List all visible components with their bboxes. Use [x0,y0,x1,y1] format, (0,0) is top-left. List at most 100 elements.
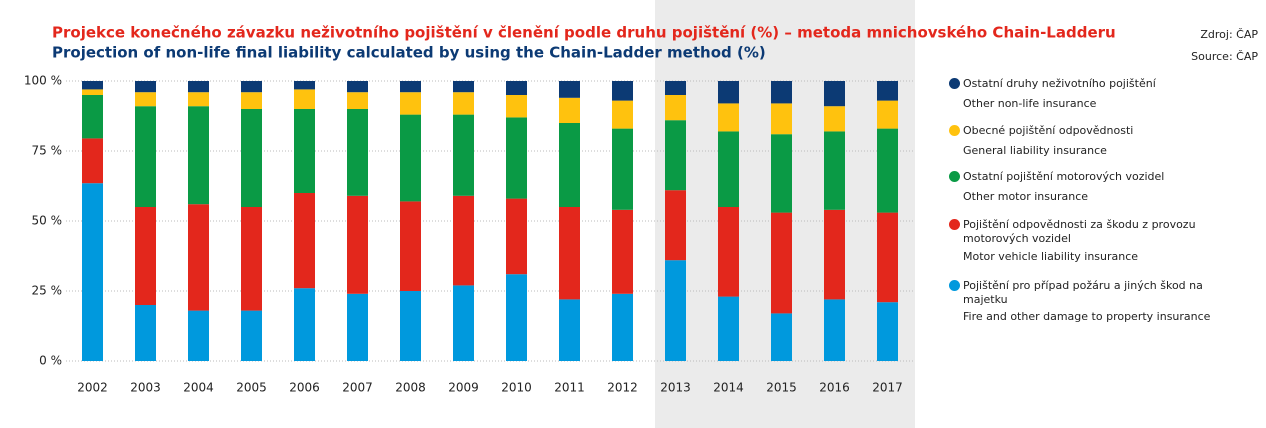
legend-marker [949,219,960,230]
bar-segment [347,109,368,196]
chart-subtitle: Projection of non-life final liability c… [52,44,766,62]
bar-segment [188,81,209,93]
bar-segment [188,204,209,311]
bar-segment [82,138,103,184]
bar-segment [718,103,739,132]
bar-segment [612,81,633,101]
y-tick-label: 100 % [24,74,62,88]
bar-segment [506,274,527,361]
bar-segment [877,212,898,303]
bar-segment [665,81,686,95]
bar-segment [559,97,580,123]
bar-segment [718,207,739,297]
bar-segment [188,106,209,205]
bar-segment [665,95,686,121]
x-tick-label: 2005 [236,381,267,395]
x-tick-label: 2006 [289,381,320,395]
bar-segment [453,81,474,93]
y-tick-label: 50 % [32,214,63,228]
bar-segment [665,120,686,191]
x-tick-label: 2010 [501,381,532,395]
bar-segment [612,209,633,294]
bar-segment [400,114,421,202]
bar-segment [82,81,103,90]
legend-marker [949,171,960,182]
bar-segment [824,209,845,300]
bar-segment [771,81,792,104]
bar-segment [877,302,898,361]
x-tick-label: 2007 [342,381,373,395]
bar-segment [506,95,527,118]
legend-label: Pojištění pro případ požáru a jiných ško… [949,279,1213,307]
bar-segment [506,198,527,275]
bar-segment [82,89,103,95]
bar-segment [400,201,421,291]
bar-segment [241,207,262,311]
bar-segment [241,92,262,109]
bar-segment [559,81,580,98]
legend-label: Ostatní pojištění motorových vozidel [949,170,1213,184]
bar-segment [453,285,474,361]
source: Source: ČAP [1191,50,1258,63]
bar-segment [771,103,792,135]
y-tick-label: 75 % [32,144,63,158]
bar-segment [188,310,209,361]
bar-segment [82,95,103,139]
legend-label-en: Other motor insurance [963,190,1089,203]
x-tick-label: 2002 [77,381,108,395]
bar-segment [294,109,315,193]
bar-segment [82,183,103,361]
bar-segment [241,310,262,361]
x-tick-label: 2014 [713,381,744,395]
bar-segment [294,81,315,90]
legend-marker [949,280,960,291]
x-tick-label: 2015 [766,381,797,395]
y-tick-label: 25 % [32,284,63,298]
bar-segment [612,100,633,129]
bar-segment [771,212,792,314]
bar-segment [665,260,686,361]
legend-label: Ostatní druhy neživotního pojištění [949,77,1213,91]
bar-segment [771,313,792,361]
bar-segment [824,299,845,361]
x-tick-label: 2003 [130,381,161,395]
bar-segment [877,128,898,213]
bar-segment [294,89,315,109]
x-tick-label: 2013 [660,381,691,395]
x-tick-label: 2016 [819,381,850,395]
bar-segment [453,114,474,196]
bar-segment [559,207,580,300]
bar-segment [347,195,368,294]
bar-segment [294,193,315,289]
bar-segment [665,190,686,261]
bar-segment [612,128,633,210]
bar-segment [506,117,527,199]
y-tick-label: 0 % [39,354,62,368]
x-tick-label: 2009 [448,381,479,395]
bar-segment [241,109,262,207]
bar-segment [718,131,739,207]
x-tick-label: 2012 [607,381,638,395]
bar-segment [877,81,898,101]
bar-segment [824,81,845,107]
legend-label-en: Fire and other damage to property insura… [963,310,1211,323]
bar-segment [453,195,474,286]
chart-title: Projekce konečného závazku neživotního p… [52,24,1116,42]
bar-segment [559,123,580,207]
legend-label-en: General liability insurance [963,144,1107,157]
legend-marker [949,125,960,136]
x-tick-label: 2008 [395,381,426,395]
bar-segment [824,131,845,210]
bar-segment [718,296,739,361]
legend-label: Pojištění odpovědnosti za škodu z provoz… [949,218,1213,246]
legend-marker [949,78,960,89]
source: Zdroj: ČAP [1200,28,1258,41]
bar-segment [135,207,156,305]
legend-label: Obecné pojištění odpovědnosti [949,124,1213,138]
bar-segment [188,92,209,107]
x-tick-label: 2011 [554,381,585,395]
bar-segment [771,134,792,213]
bar-segment [135,92,156,107]
bar-segment [400,92,421,115]
